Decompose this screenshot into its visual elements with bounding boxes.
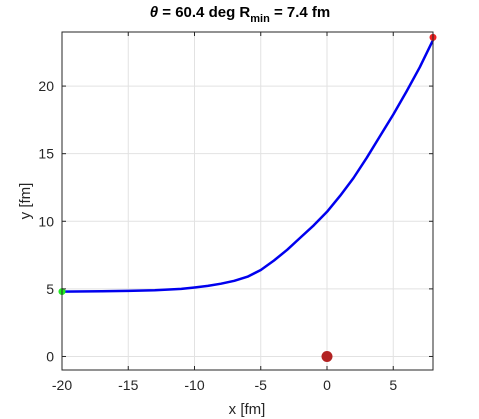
x-tick-label: -5 (255, 377, 268, 393)
plot-frame (61, 31, 434, 371)
theta-symbol: θ (150, 4, 159, 21)
x-tick-label: 5 (389, 377, 397, 393)
series-layer (61, 39, 435, 293)
marker-layer (58, 33, 437, 362)
y-ticks: 0 5 10 15 20 (38, 78, 433, 364)
x-tick-label: 0 (323, 377, 331, 393)
y-tick-label: 10 (38, 213, 54, 229)
rmin-subscript: min (250, 13, 270, 25)
theta-value: = 60.4 deg R (158, 4, 250, 21)
x-axis-label: x [fm] (229, 401, 266, 418)
x-tick-label: -15 (118, 377, 138, 393)
y-tick-label: 5 (46, 281, 54, 297)
rmin-value: = 7.4 fm (270, 4, 330, 21)
target-point-marker (321, 350, 333, 362)
chart-title: θ = 60.4 deg Rmin = 7.4 fm (150, 4, 331, 25)
y-axis-label: y [fm] (17, 183, 34, 220)
x-tick-label: -20 (52, 377, 72, 393)
grid (61, 32, 433, 370)
trajectory-line (61, 39, 435, 293)
y-tick-label: 15 (38, 146, 54, 162)
y-tick-label: 20 (38, 78, 54, 94)
y-tick-label: 0 (46, 348, 54, 364)
x-tick-label: -10 (184, 377, 204, 393)
x-ticks: -20 -15 -10 -5 0 5 (52, 32, 397, 393)
